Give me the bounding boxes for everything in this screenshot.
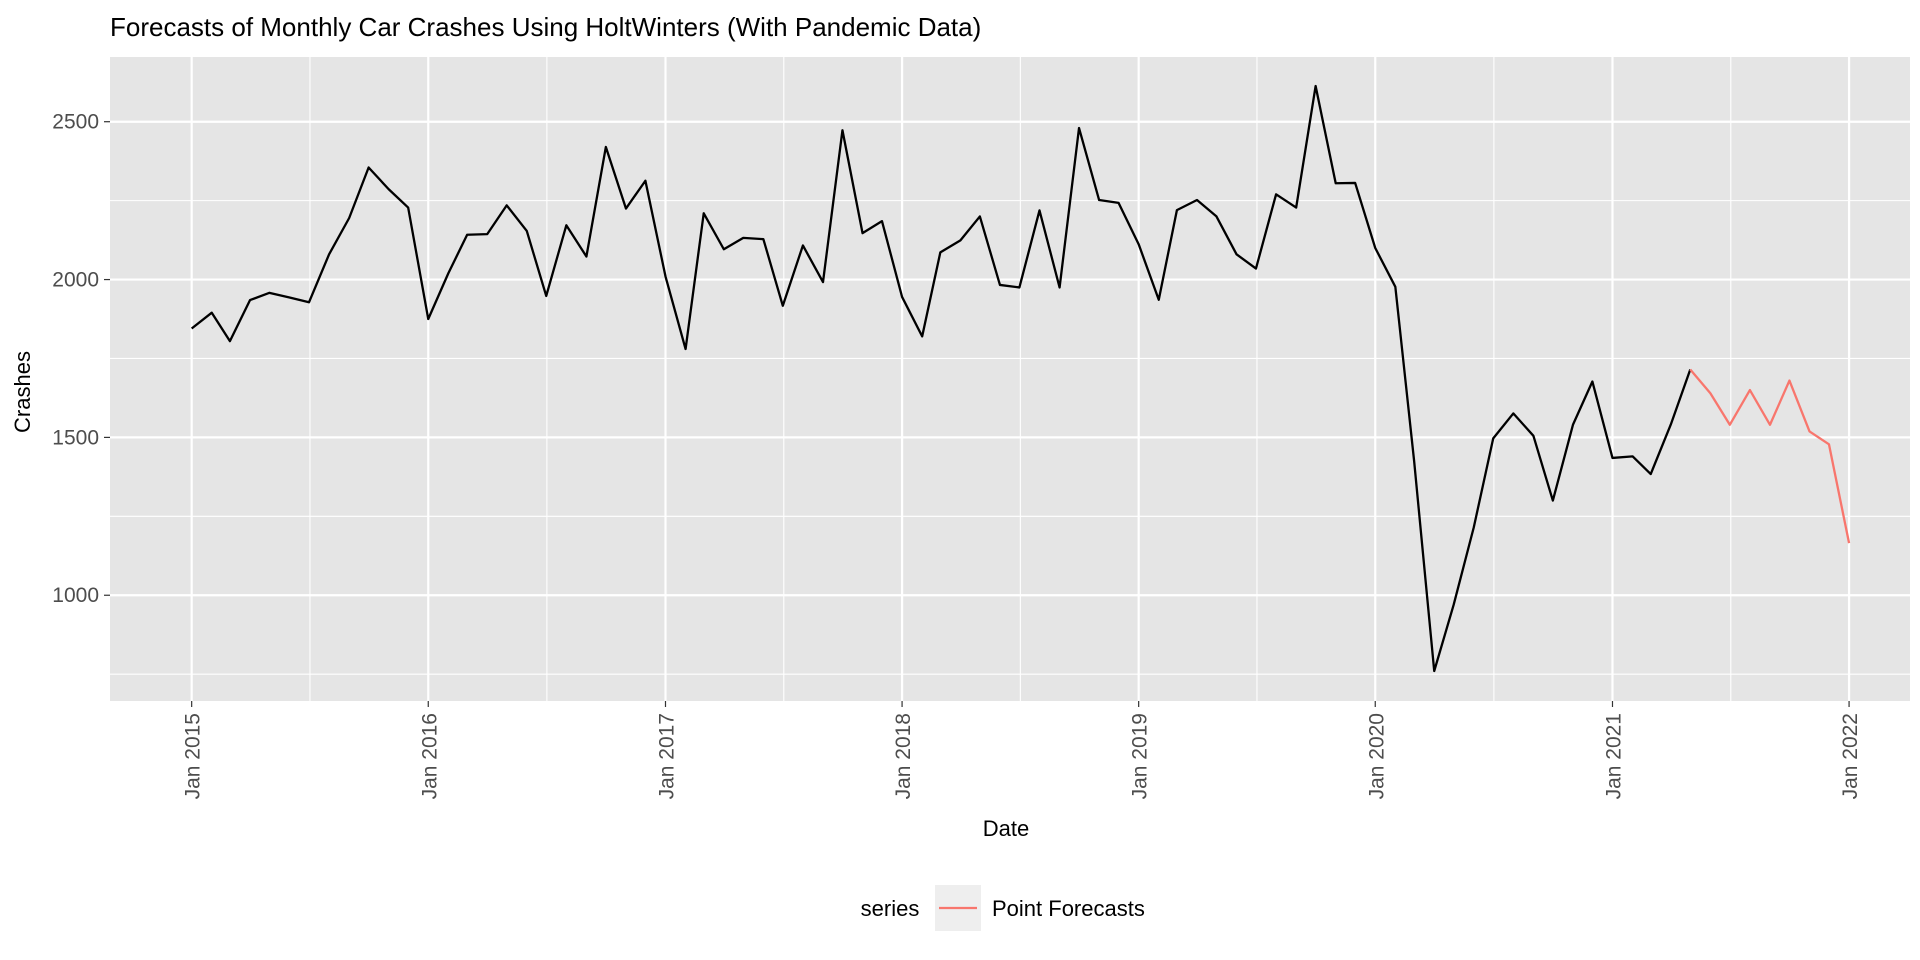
x-axis: Jan 2015 Jan 2016 Jan 2017 Jan 2018 Jan 2019… [182,701,1862,799]
y-axis-title: Crashes [10,351,35,433]
y-tick-label: 1000 [52,584,99,607]
y-tick-label: 2000 [52,269,99,292]
plot-panel [110,57,1910,701]
x-tick-label: Jan 2019 [1129,713,1152,799]
x-tick-label: Jan 2021 [1602,713,1625,799]
series-line-point-forecasts [1689,368,1851,544]
x-tick-label: Jan 2016 [418,713,441,799]
y-tick-label: 1500 [52,426,99,449]
x-tick-label: Jan 2022 [1839,713,1862,799]
chart-title: Forecasts of Monthly Car Crashes Using H… [110,12,981,42]
major-gridlines [110,57,1910,701]
series-layer [190,84,1851,673]
legend: series Point Forecasts [861,885,1145,931]
x-tick-label: Jan 2015 [182,713,205,799]
legend-title: series [861,896,920,921]
x-axis-title: Date [983,816,1029,841]
x-tick-label: Jan 2018 [892,713,915,799]
series-line-observed [190,84,1692,673]
minor-gridlines [110,57,1910,701]
y-tick-label: 2500 [52,111,99,134]
x-tick-label: Jan 2020 [1365,713,1388,799]
y-axis: 1000 1500 2000 2500 [52,111,110,607]
x-tick-label: Jan 2017 [655,713,678,799]
legend-entry-label: Point Forecasts [992,896,1145,921]
